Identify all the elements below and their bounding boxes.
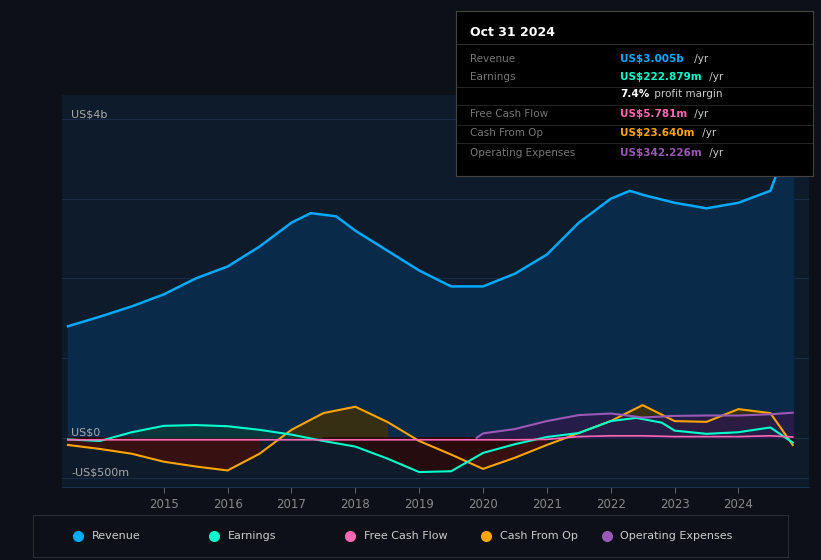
Text: US$5.781m: US$5.781m: [620, 109, 687, 119]
Text: /yr: /yr: [690, 54, 708, 64]
Text: Earnings: Earnings: [227, 531, 276, 541]
Text: Revenue: Revenue: [470, 54, 515, 64]
Text: US$3.005b: US$3.005b: [620, 54, 684, 64]
Text: 7.4%: 7.4%: [620, 89, 649, 99]
Text: Operating Expenses: Operating Expenses: [470, 148, 576, 158]
Text: Oct 31 2024: Oct 31 2024: [470, 26, 555, 39]
Text: Free Cash Flow: Free Cash Flow: [470, 109, 548, 119]
Text: Cash From Op: Cash From Op: [470, 128, 543, 138]
Text: profit margin: profit margin: [651, 89, 722, 99]
Text: US$23.640m: US$23.640m: [620, 128, 695, 138]
Text: Free Cash Flow: Free Cash Flow: [364, 531, 447, 541]
Text: /yr: /yr: [690, 109, 708, 119]
Text: US$0: US$0: [71, 428, 100, 438]
Text: /yr: /yr: [699, 128, 716, 138]
Text: US$342.226m: US$342.226m: [620, 148, 702, 158]
Text: US$222.879m: US$222.879m: [620, 72, 702, 82]
Text: /yr: /yr: [706, 148, 723, 158]
Text: Operating Expenses: Operating Expenses: [621, 531, 733, 541]
Text: -US$500m: -US$500m: [71, 468, 129, 478]
Text: Revenue: Revenue: [92, 531, 140, 541]
Text: Earnings: Earnings: [470, 72, 516, 82]
Text: US$4b: US$4b: [71, 109, 108, 119]
Text: /yr: /yr: [706, 72, 723, 82]
Text: Cash From Op: Cash From Op: [500, 531, 577, 541]
